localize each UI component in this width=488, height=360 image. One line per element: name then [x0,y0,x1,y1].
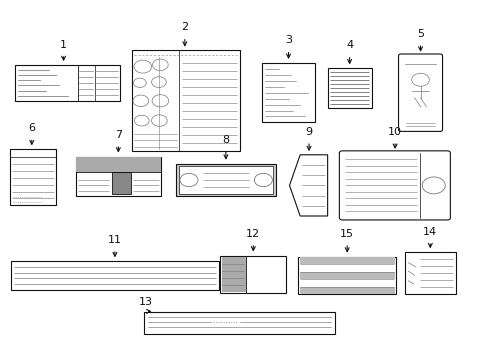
Bar [10,149,56,205]
Text: 3: 3 [285,35,291,45]
Text: 11: 11 [108,235,122,245]
Text: 12: 12 [246,229,260,239]
Text: 5: 5 [416,29,423,39]
Bar [299,287,394,294]
Text: 7: 7 [115,130,122,140]
Bar [111,172,130,194]
Bar [220,256,285,293]
Text: 2: 2 [181,22,188,32]
FancyBboxPatch shape [398,54,442,131]
Bar [132,50,239,151]
Text: 6: 6 [28,123,35,133]
Bar [11,261,218,290]
Bar [76,157,161,172]
Bar [15,65,120,101]
Bar [404,252,455,294]
Bar [179,166,273,194]
Polygon shape [289,155,327,216]
Text: 1: 1 [60,40,67,50]
Bar [299,257,394,264]
Text: 9: 9 [305,127,312,137]
Text: 10: 10 [387,127,401,137]
Bar [327,68,371,108]
FancyBboxPatch shape [339,151,449,220]
Text: 15: 15 [340,229,353,239]
Bar [261,63,315,122]
Text: 13: 13 [139,297,152,307]
Text: 14: 14 [423,227,436,237]
Text: 8: 8 [222,135,229,145]
Bar [221,257,245,292]
Bar [144,312,334,334]
Bar [298,257,395,294]
Bar [176,164,276,196]
Bar [299,272,394,279]
Bar [76,157,161,196]
Text: 4: 4 [346,40,352,50]
